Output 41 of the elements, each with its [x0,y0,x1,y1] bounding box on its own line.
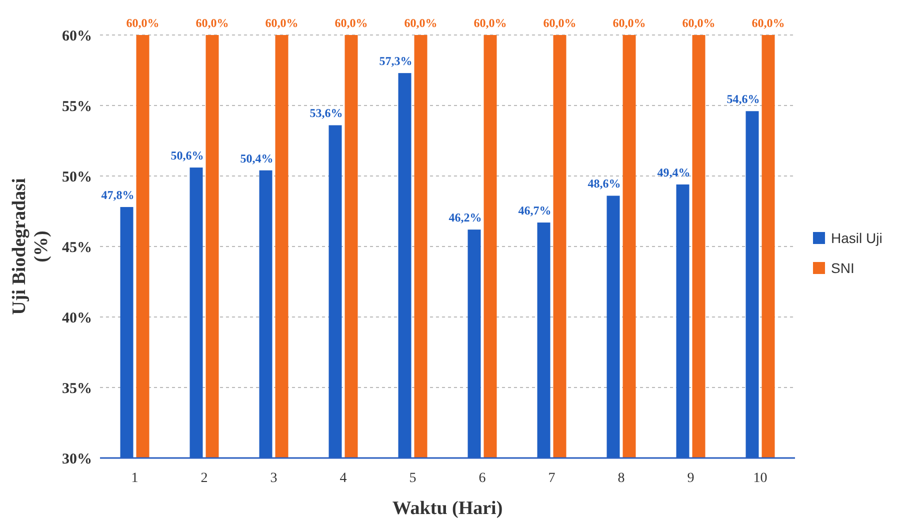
data-label: 60,0% [543,16,576,30]
y-tick-label: 35% [62,380,92,397]
y-axis-title: Uji Biodegradasi (%) [9,178,52,315]
data-label: 60,0% [126,16,160,30]
data-label: 46,2% [448,210,482,225]
data-label: 47,8% [101,188,134,202]
data-label: 60,0% [404,16,438,30]
legend-label: Hasil Uji [831,230,882,246]
data-label: 53,6% [310,106,343,120]
y-tick-label: 50% [62,169,92,186]
y-tick-label: 55% [62,98,92,115]
data-label: 60,0% [196,16,229,30]
data-label: 60,0% [265,16,298,30]
y-tick-label: 60% [62,28,92,44]
data-label: 46,7% [518,204,552,218]
x-tick-label: 9 [687,471,694,486]
x-tick-label: 3 [270,471,278,486]
data-label: 60,0% [334,16,368,30]
y-tick-label: 40% [62,310,92,326]
x-tick-label: 8 [618,471,625,486]
y-tick-label: 30% [62,451,92,468]
x-tick-label: 7 [548,471,556,486]
data-label: 60,0% [682,16,716,30]
data-label: 54,6% [726,92,760,106]
x-tick-label: 2 [200,471,208,486]
data-label: 57,3% [379,54,412,68]
x-tick-label: 5 [409,471,416,486]
x-tick-label: 1 [131,471,138,486]
x-tick-label: 6 [478,471,486,486]
data-label: 60,0% [752,16,785,30]
x-axis-title: Waktu (Hari) [392,498,503,519]
data-label: 60,0% [474,16,507,30]
legend-label: SNI [831,260,854,276]
data-label: 50,6% [170,148,204,163]
data-label: 50,4% [240,151,274,166]
y-tick-label: 45% [62,240,92,256]
data-label: 48,6% [588,176,621,191]
x-tick-label: 4 [340,471,347,486]
data-label: 60,0% [612,16,646,30]
x-tick-label: 10 [753,471,768,486]
data-label: 49,4% [657,165,690,180]
